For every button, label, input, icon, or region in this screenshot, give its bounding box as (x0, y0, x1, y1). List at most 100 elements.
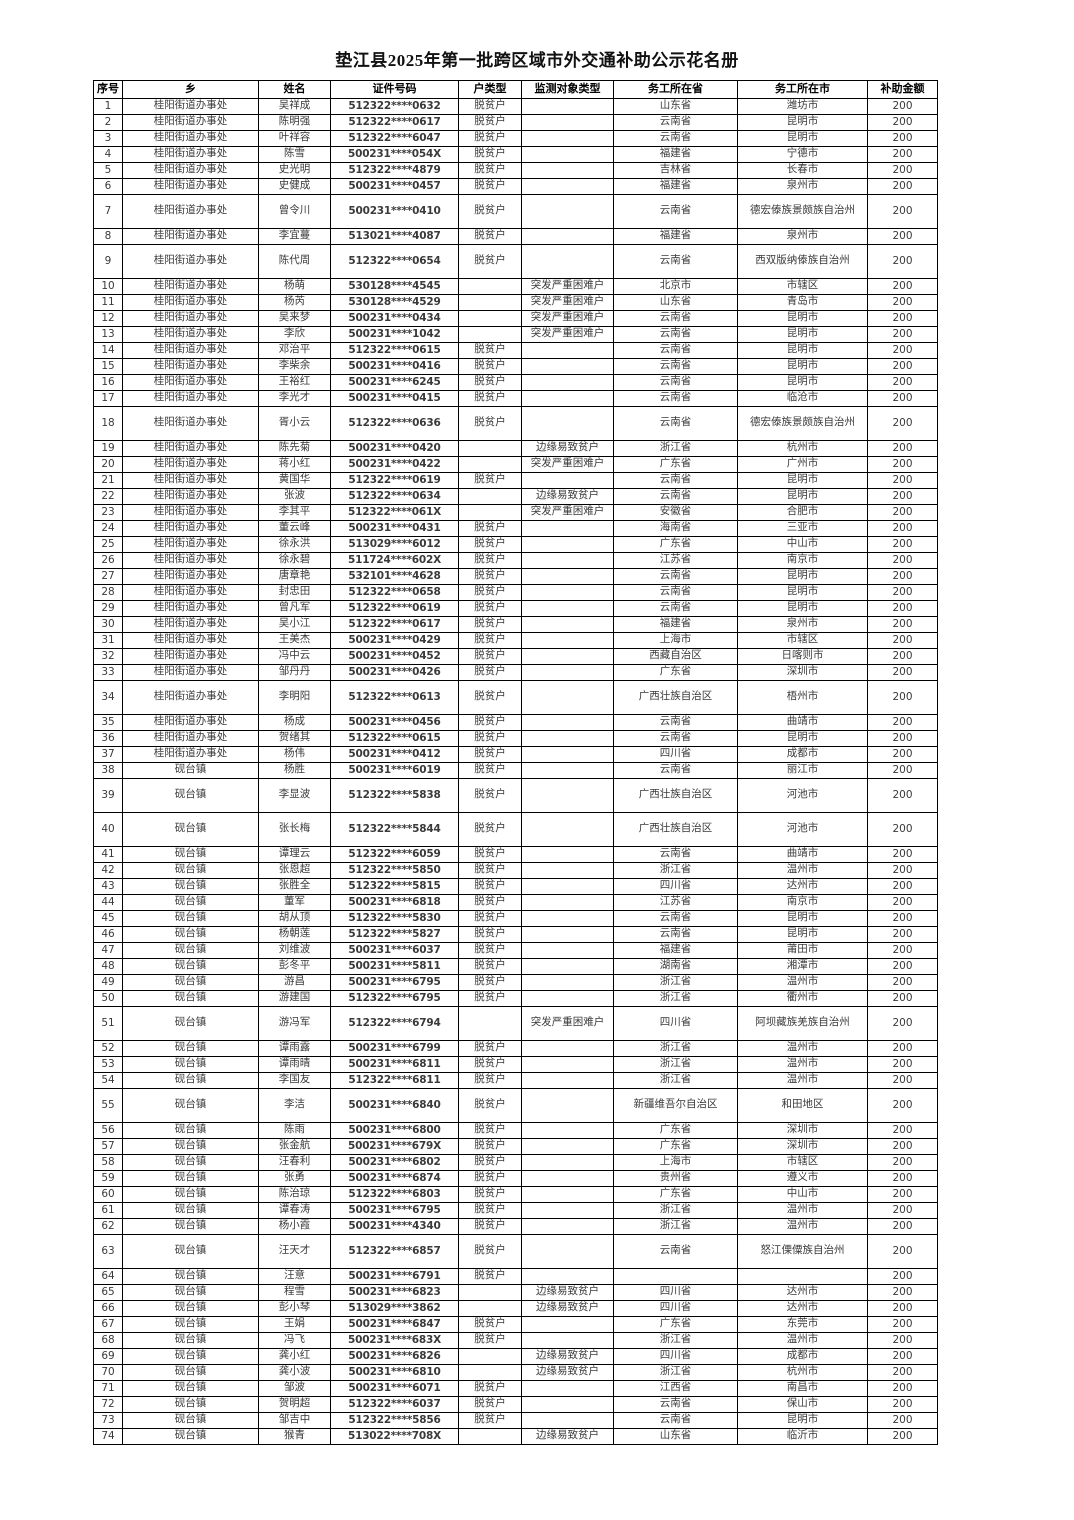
table-row: 50 砚台镇 游建国 512322****6795 脱贫户 浙江省 衢州市 200 (93, 990, 938, 1007)
cell-household-type: 脱贫户 (458, 1268, 522, 1285)
cell-name: 程雪 (258, 1284, 331, 1301)
cell-household-type: 脱贫户 (458, 1170, 522, 1187)
cell-township: 砚台镇 (122, 778, 259, 813)
cell-province: 云南省 (613, 374, 738, 391)
cell-city: 怒江傈僳族自治州 (737, 1234, 868, 1269)
cell-serial: 20 (93, 456, 123, 473)
cell-amount: 200 (867, 504, 938, 521)
cell-monitor-type (521, 358, 614, 375)
cell-township: 桂阳街道办事处 (122, 162, 259, 179)
cell-city: 莆田市 (737, 942, 868, 959)
cell-city: 温州市 (737, 1040, 868, 1057)
table-row: 32 桂阳街道办事处 冯中云 500231****0452 脱贫户 西藏自治区 日喀则市 20… (93, 648, 938, 665)
cell-monitor-type (521, 568, 614, 585)
cell-amount: 200 (867, 1154, 938, 1171)
cell-township: 砚台镇 (122, 958, 259, 975)
table-row: 4 桂阳街道办事处 陈雪 500231****054X 脱贫户 福建省 宁德市 200 (93, 146, 938, 163)
table-row: 16 桂阳街道办事处 王裕红 500231****6245 脱贫户 云南省 昆明市 200 (93, 374, 938, 391)
cell-monitor-type (521, 878, 614, 895)
cell-serial: 38 (93, 762, 123, 779)
cell-household-type (458, 1364, 522, 1381)
cell-monitor-type: 突发严重困难户 (521, 504, 614, 521)
table-row: 68 砚台镇 冯飞 500231****683X 脱贫户 浙江省 温州市 200 (93, 1332, 938, 1349)
cell-household-type: 脱贫户 (458, 1072, 522, 1089)
cell-amount: 200 (867, 926, 938, 943)
cell-monitor-type (521, 162, 614, 179)
cell-household-type: 脱贫户 (458, 472, 522, 489)
cell-city: 东莞市 (737, 1316, 868, 1333)
cell-serial: 26 (93, 552, 123, 569)
cell-name: 汪天才 (258, 1234, 331, 1269)
cell-amount: 200 (867, 1364, 938, 1381)
cell-township: 桂阳街道办事处 (122, 310, 259, 327)
cell-province: 云南省 (613, 1234, 738, 1269)
cell-township: 砚台镇 (122, 812, 259, 847)
cell-city: 昆明市 (737, 1412, 868, 1429)
column-header-township: 乡 (122, 80, 259, 99)
cell-city: 青岛市 (737, 294, 868, 311)
cell-amount: 200 (867, 456, 938, 473)
cell-id-number: 512322****0654 (330, 244, 459, 279)
cell-amount: 200 (867, 520, 938, 537)
cell-id-number: 512322****0634 (330, 488, 459, 505)
cell-household-type: 脱贫户 (458, 664, 522, 681)
cell-name: 杨小霞 (258, 1218, 331, 1235)
cell-household-type (458, 278, 522, 295)
cell-amount: 200 (867, 342, 938, 359)
table-row: 61 砚台镇 谭春涛 500231****6795 脱贫户 浙江省 温州市 200 (93, 1202, 938, 1219)
cell-id-number: 512322****0615 (330, 730, 459, 747)
cell-name: 彭冬平 (258, 958, 331, 975)
cell-household-type: 脱贫户 (458, 648, 522, 665)
cell-monitor-type (521, 1412, 614, 1429)
table-row: 42 砚台镇 张恩超 512322****5850 脱贫户 浙江省 温州市 200 (93, 862, 938, 879)
cell-city: 昆明市 (737, 472, 868, 489)
cell-id-number: 512322****5850 (330, 862, 459, 879)
cell-monitor-type (521, 746, 614, 763)
cell-id-number: 512322****0617 (330, 616, 459, 633)
cell-city: 湘潭市 (737, 958, 868, 975)
cell-serial: 72 (93, 1396, 123, 1413)
table-row: 33 桂阳街道办事处 邹丹丹 500231****0426 脱贫户 广东省 深圳市 200 (93, 664, 938, 681)
cell-household-type: 脱贫户 (458, 730, 522, 747)
cell-province: 四川省 (613, 1348, 738, 1365)
cell-amount: 200 (867, 472, 938, 489)
cell-city: 德宏傣族景颇族自治州 (737, 194, 868, 229)
cell-id-number: 512322****0636 (330, 406, 459, 441)
cell-monitor-type (521, 194, 614, 229)
cell-province: 海南省 (613, 520, 738, 537)
cell-township: 桂阳街道办事处 (122, 278, 259, 295)
cell-household-type: 脱贫户 (458, 1332, 522, 1349)
cell-serial: 51 (93, 1006, 123, 1041)
cell-serial: 54 (93, 1072, 123, 1089)
cell-id-number: 512322****6047 (330, 130, 459, 147)
cell-household-type: 脱贫户 (458, 358, 522, 375)
cell-id-number: 512322****6037 (330, 1396, 459, 1413)
cell-household-type: 脱贫户 (458, 1396, 522, 1413)
cell-city: 梧州市 (737, 680, 868, 715)
cell-province: 云南省 (613, 846, 738, 863)
cell-household-type (458, 440, 522, 457)
cell-township: 砚台镇 (122, 1380, 259, 1397)
table-row: 51 砚台镇 游冯军 512322****6794 突发严重困难户 四川省 阿坝藏族羌族自治… (93, 1006, 938, 1041)
cell-name: 董云峰 (258, 520, 331, 537)
cell-serial: 12 (93, 310, 123, 327)
table-row: 59 砚台镇 张勇 500231****6874 脱贫户 贵州省 遵义市 200 (93, 1170, 938, 1187)
table-row: 47 砚台镇 刘维波 500231****6037 脱贫户 福建省 莆田市 200 (93, 942, 938, 959)
table-body: 1 桂阳街道办事处 吴祥成 512322****0632 脱贫户 山东省 潍坊市 200 2 桂阳… (93, 98, 938, 1445)
cell-township: 砚台镇 (122, 1348, 259, 1365)
cell-serial: 70 (93, 1364, 123, 1381)
cell-amount: 200 (867, 1088, 938, 1123)
cell-province: 吉林省 (613, 162, 738, 179)
cell-serial: 37 (93, 746, 123, 763)
cell-monitor-type (521, 146, 614, 163)
cell-province: 广西壮族自治区 (613, 680, 738, 715)
cell-province: 广西壮族自治区 (613, 778, 738, 813)
cell-household-type (458, 1428, 522, 1445)
cell-id-number: 500231****6874 (330, 1170, 459, 1187)
cell-serial: 53 (93, 1056, 123, 1073)
cell-monitor-type (521, 1202, 614, 1219)
cell-serial: 65 (93, 1284, 123, 1301)
cell-household-type: 脱贫户 (458, 862, 522, 879)
cell-household-type: 脱贫户 (458, 374, 522, 391)
